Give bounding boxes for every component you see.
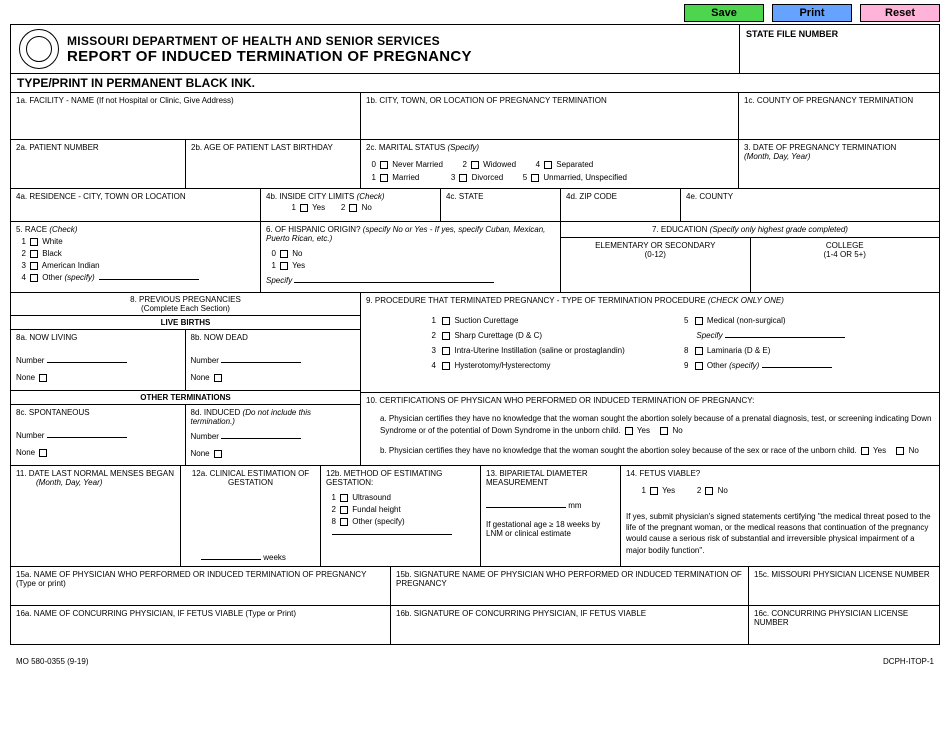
section-8: 8. PREVIOUS PREGNANCIES(Complete Each Se… — [11, 293, 361, 465]
field-2b[interactable]: 2b. AGE OF PATIENT LAST BIRTHDAY — [186, 140, 361, 188]
field-1b[interactable]: 1b. CITY, TOWN, OR LOCATION OF PREGNANCY… — [361, 93, 739, 139]
field-14: 14. FETUS VIABLE? 1 Yes 2 No If yes, sub… — [621, 466, 939, 566]
opt-6-yes[interactable]: 1 Yes — [266, 261, 305, 270]
field-3[interactable]: 3. DATE OF PREGNANCY TERMINATION(Month, … — [739, 140, 939, 188]
opt-4b-yes[interactable]: 1 Yes — [286, 203, 325, 212]
opt-unmarried[interactable]: 5 Unmarried, Unspecified — [517, 173, 627, 182]
field-16c[interactable]: 16c. CONCURRING PHYSICIAN LICENSE NUMBER — [749, 606, 939, 644]
field-4a[interactable]: 4a. RESIDENCE - CITY, TOWN OR LOCATION — [11, 189, 261, 221]
instruction: TYPE/PRINT IN PERMANENT BLACK INK. — [11, 73, 939, 93]
dept-name: MISSOURI DEPARTMENT OF HEALTH AND SENIOR… — [67, 34, 472, 48]
opt-race-ai[interactable]: 3 American Indian — [16, 261, 100, 270]
field-15a[interactable]: 15a. NAME OF PHYSICIAN WHO PERFORMED OR … — [11, 567, 391, 605]
form-header: MISSOURI DEPARTMENT OF HEALTH AND SENIOR… — [11, 25, 739, 73]
opt-9-1[interactable]: 1 Suction Curettage — [426, 313, 678, 328]
opt-never-married[interactable]: 0 Never Married — [366, 160, 443, 169]
field-8c[interactable]: 8c. SPONTANEOUS Number None — [11, 405, 186, 465]
field-1a[interactable]: 1a. FACILITY - NAME (If not Hospital or … — [11, 93, 361, 139]
opt-10a-no[interactable]: No — [658, 426, 682, 435]
opt-separated[interactable]: 4 Separated — [530, 160, 593, 169]
field-2a[interactable]: 2a. PATIENT NUMBER — [11, 140, 186, 188]
state-seal-icon — [19, 29, 59, 69]
field-16b[interactable]: 16b. SIGNATURE OF CONCURRING PHYSICIAN, … — [391, 606, 749, 644]
field-7b[interactable]: COLLEGE(1-4 OR 5+) — [751, 238, 940, 292]
field-15c[interactable]: 15c. MISSOURI PHYSICIAN LICENSE NUMBER — [749, 567, 939, 605]
print-button[interactable]: Print — [772, 4, 852, 22]
opt-9-2[interactable]: 2 Sharp Curettage (D & C) — [426, 328, 678, 343]
opt-9-3[interactable]: 3 Intra-Uterine Instillation (saline or … — [426, 343, 678, 358]
opt-widowed[interactable]: 2 Widowed — [457, 160, 516, 169]
field-12b: 12b. METHOD OF ESTIMATING GESTATION: 1 U… — [321, 466, 481, 566]
opt-9-5[interactable]: 5 Medical (non-surgical) — [678, 313, 934, 328]
save-button[interactable]: Save — [684, 4, 764, 22]
footer-right: DCPH-ITOP-1 — [883, 657, 934, 666]
field-4d[interactable]: 4d. ZIP CODE — [561, 189, 681, 221]
section-10: 10. CERTIFICATIONS OF PHYSICAN WHO PERFO… — [361, 393, 939, 465]
state-file-number-label: STATE FILE NUMBER — [739, 25, 939, 73]
opt-12b-2[interactable]: 2 Fundal height — [326, 502, 475, 514]
field-13[interactable]: 13. BIPARIETAL DIAMETER MEASUREMENT mm I… — [481, 466, 621, 566]
field-7: 7. EDUCATION (Specify only highest grade… — [561, 222, 939, 292]
section-9: 9. PROCEDURE THAT TERMINATED PREGNANCY -… — [361, 293, 939, 393]
field-8a[interactable]: 8a. NOW LIVING Number None — [11, 330, 186, 390]
field-5: 5. RACE (Check) 1 White 2 Black 3 Americ… — [11, 222, 261, 292]
form-page: MISSOURI DEPARTMENT OF HEALTH AND SENIOR… — [10, 24, 940, 645]
opt-race-white[interactable]: 1 White — [16, 237, 63, 246]
opt-divorced[interactable]: 3 Divorced — [445, 173, 503, 182]
opt-10b-no[interactable]: No — [894, 446, 918, 455]
reset-button[interactable]: Reset — [860, 4, 940, 22]
opt-race-black[interactable]: 2 Black — [16, 249, 62, 258]
field-4b: 4b. INSIDE CITY LIMITS (Check) 1 Yes 2 N… — [261, 189, 441, 221]
field-4c[interactable]: 4c. STATE — [441, 189, 561, 221]
opt-married[interactable]: 1 Married — [366, 173, 419, 182]
field-6: 6. OF HISPANIC ORIGIN? (specify No or Ye… — [261, 222, 561, 292]
footer-left: MO 580-0355 (9-19) — [16, 657, 88, 666]
opt-12b-1[interactable]: 1 Ultrasound — [326, 487, 475, 502]
opt-9-9[interactable]: 9 Other (specify) — [678, 358, 934, 373]
opt-race-other[interactable]: 4 Other (specify) — [16, 273, 199, 282]
opt-14-yes[interactable]: 1 Yes — [636, 486, 675, 495]
field-7a[interactable]: ELEMENTARY OR SECONDARY(0-12) — [561, 238, 751, 292]
field-1c[interactable]: 1c. COUNTY OF PREGNANCY TERMINATION — [739, 93, 939, 139]
opt-4b-no[interactable]: 2 No — [335, 203, 371, 212]
field-16a[interactable]: 16a. NAME OF CONCURRING PHYSICIAN, IF FE… — [11, 606, 391, 644]
opt-12b-8[interactable]: 8 Other (specify) — [326, 514, 475, 526]
opt-10b-yes[interactable]: Yes — [859, 446, 886, 455]
opt-10a-yes[interactable]: Yes — [623, 426, 650, 435]
field-12a[interactable]: 12a. CLINICAL ESTIMATION OF GESTATION we… — [181, 466, 321, 566]
opt-14-no[interactable]: 2 No — [691, 486, 727, 495]
opt-6-no[interactable]: 0 No — [266, 249, 302, 258]
field-4e[interactable]: 4e. COUNTY — [681, 189, 939, 221]
field-15b[interactable]: 15b. SIGNATURE NAME OF PHYSICIAN WHO PER… — [391, 567, 749, 605]
opt-9-8[interactable]: 8 Laminaria (D & E) — [678, 343, 934, 358]
form-title: REPORT OF INDUCED TERMINATION OF PREGNAN… — [67, 48, 472, 65]
field-2c: 2c. MARITAL STATUS (Specify) 0 Never Mar… — [361, 140, 739, 188]
field-8d[interactable]: 8d. INDUCED (Do not include this termina… — [186, 405, 361, 465]
field-11[interactable]: 11. DATE LAST NORMAL MENSES BEGAN(Month,… — [11, 466, 181, 566]
opt-9-4[interactable]: 4 Hysterotomy/Hysterectomy — [426, 358, 678, 373]
field-8b[interactable]: 8b. NOW DEAD Number None — [186, 330, 361, 390]
